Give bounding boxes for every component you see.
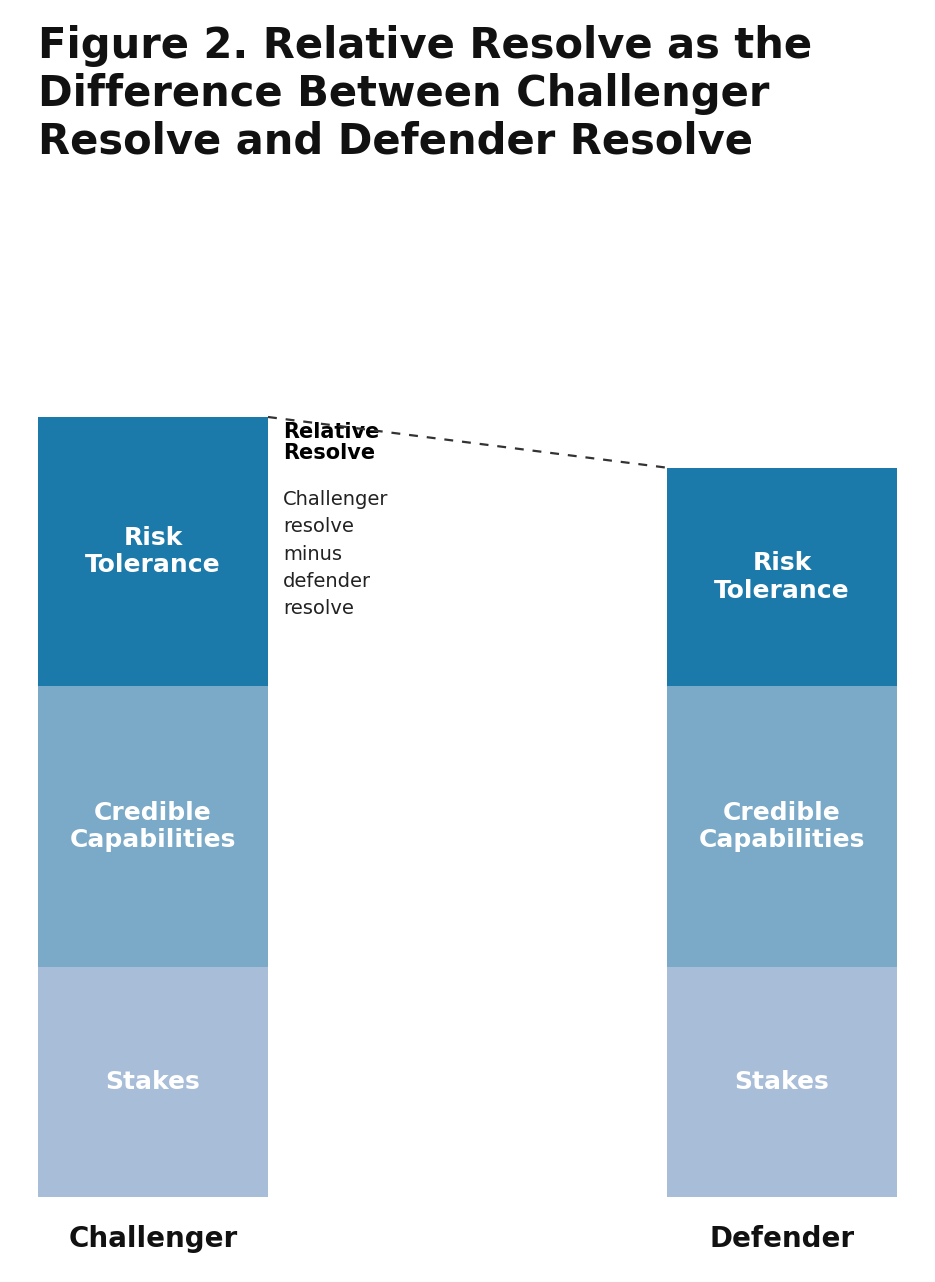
- Bar: [667, 967, 897, 1197]
- Text: Relative
Resolve: Relative Resolve: [283, 422, 380, 463]
- Bar: [667, 468, 897, 686]
- Text: Challenger
resolve
minus
defender
resolve: Challenger resolve minus defender resolv…: [283, 490, 389, 618]
- Text: Stakes: Stakes: [735, 1070, 829, 1094]
- Bar: [667, 686, 897, 967]
- Text: Figure 2. Relative Resolve as the
Difference Between Challenger
Resolve and Defe: Figure 2. Relative Resolve as the Differ…: [38, 26, 813, 163]
- Text: Credible
Capabilities: Credible Capabilities: [698, 800, 865, 853]
- Text: Challenger: Challenger: [68, 1226, 237, 1253]
- Bar: [38, 967, 268, 1197]
- Bar: [38, 686, 268, 967]
- Bar: [38, 417, 268, 686]
- Text: Risk
Tolerance: Risk Tolerance: [714, 551, 850, 603]
- Text: Risk
Tolerance: Risk Tolerance: [85, 526, 221, 577]
- Text: Defender: Defender: [710, 1226, 855, 1253]
- Text: Credible
Capabilities: Credible Capabilities: [70, 800, 237, 853]
- Text: Stakes: Stakes: [106, 1070, 200, 1094]
